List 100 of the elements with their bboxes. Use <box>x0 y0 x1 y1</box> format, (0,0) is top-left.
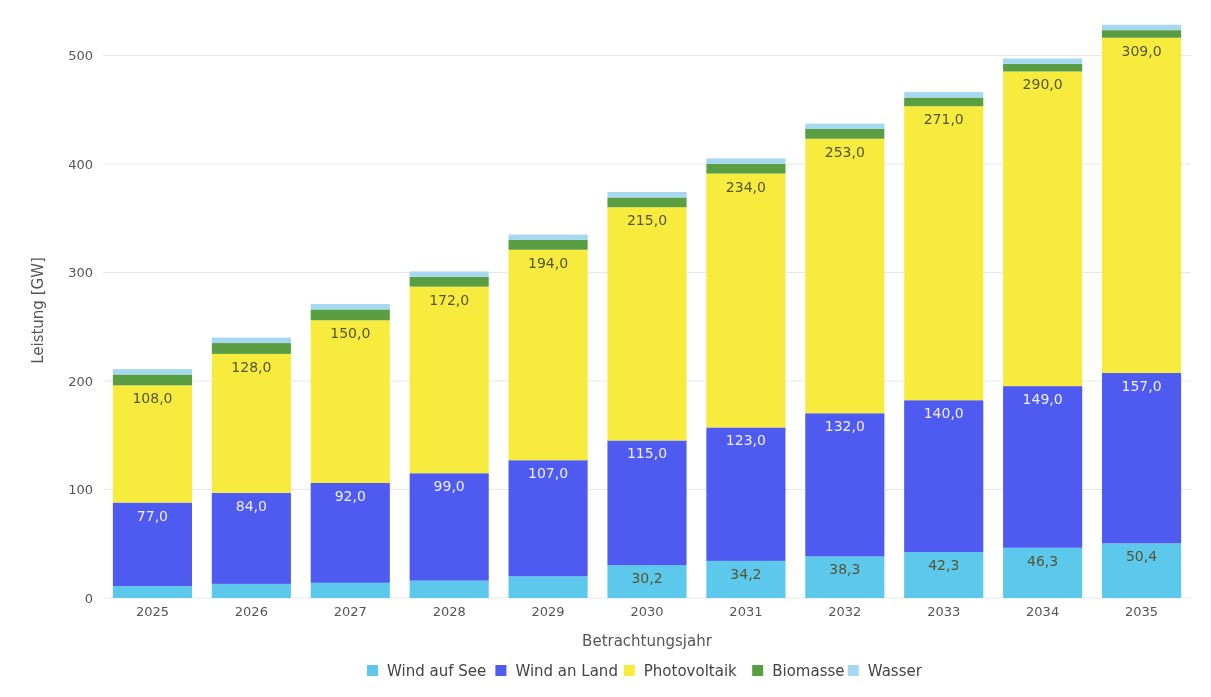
bar <box>1101 37 1182 373</box>
bar <box>805 129 885 139</box>
x-tick-label: 2031 <box>729 604 763 619</box>
data-label: 115,0 <box>626 445 668 462</box>
y-tick-label: 400 <box>68 156 93 172</box>
data-label: 309,0 <box>1121 42 1162 59</box>
data-label: 290,0 <box>1022 76 1063 93</box>
x-tick-label: 2027 <box>333 604 367 619</box>
bar <box>904 97 984 107</box>
x-tick-label: 2034 <box>1026 604 1060 619</box>
data-label: 34,2 <box>730 565 762 582</box>
data-label: 107,0 <box>528 465 569 482</box>
bar <box>310 320 390 483</box>
bar <box>1003 71 1083 387</box>
y-tick-label: 500 <box>68 48 93 64</box>
bar <box>409 286 489 474</box>
data-label: 215,0 <box>626 212 668 229</box>
x-tick-label: 2033 <box>927 604 961 619</box>
bar <box>607 197 687 208</box>
y-tick-label: 300 <box>68 265 93 281</box>
bar <box>607 440 687 566</box>
bar <box>607 565 687 598</box>
bar <box>1003 58 1083 64</box>
data-label: 30,2 <box>631 570 663 587</box>
data-label: 149,0 <box>1022 391 1063 408</box>
data-label: 99,0 <box>433 478 465 495</box>
y-axis-title: Leistung [GW] <box>29 257 47 364</box>
x-tick-label: 2025 <box>135 604 169 619</box>
data-label: 38,3 <box>829 561 861 578</box>
data-label: 42,3 <box>928 557 960 574</box>
bar <box>112 374 193 386</box>
bar <box>1101 30 1182 38</box>
data-label: 77,0 <box>136 507 169 524</box>
data-label: 271,0 <box>923 111 964 128</box>
data-label: 132,0 <box>824 418 865 435</box>
bar <box>310 309 390 321</box>
x-tick-label: 2028 <box>432 604 466 619</box>
bar <box>1101 24 1182 31</box>
bar <box>904 400 984 553</box>
bar <box>706 427 786 561</box>
bar <box>211 343 291 354</box>
bar <box>112 369 193 375</box>
data-label: 108,0 <box>132 390 173 407</box>
data-label: 123,0 <box>725 432 766 449</box>
data-label: 128,0 <box>231 358 272 375</box>
data-label: 234,0 <box>725 178 766 195</box>
bar <box>409 580 489 598</box>
y-tick-label: 200 <box>68 373 93 389</box>
legend-label: Wind auf See <box>387 662 487 680</box>
bar <box>706 173 786 428</box>
data-label: 253,0 <box>824 143 865 160</box>
data-label: 140,0 <box>923 405 964 422</box>
x-axis-title: Betrachtungsjahr <box>582 632 713 650</box>
bar <box>1003 386 1083 548</box>
legend-label: Wind an Land <box>515 662 618 680</box>
bar <box>607 207 687 441</box>
bar <box>904 552 984 598</box>
bar <box>211 353 291 493</box>
y-tick-label: 100 <box>68 482 93 498</box>
bar <box>904 92 984 98</box>
bar <box>1101 543 1182 598</box>
data-label: 50,4 <box>1125 548 1158 565</box>
bar <box>409 473 489 581</box>
legend-label: Wasser <box>867 662 923 680</box>
bar <box>706 163 786 174</box>
bar <box>508 460 588 577</box>
bar <box>1101 372 1182 544</box>
x-tick-label: 2026 <box>234 604 268 619</box>
y-tick-label: 0 <box>84 590 93 606</box>
bar <box>112 502 193 587</box>
data-label: 194,0 <box>528 254 569 271</box>
bar <box>508 234 588 240</box>
bar <box>805 123 885 129</box>
data-label: 46,3 <box>1027 552 1059 569</box>
bar <box>508 249 588 461</box>
x-tick-label: 2035 <box>1125 604 1159 619</box>
bar <box>805 556 885 598</box>
bar <box>508 576 588 598</box>
bar <box>706 158 786 164</box>
x-tick-label: 2029 <box>531 604 565 619</box>
data-label: 172,0 <box>429 291 470 308</box>
bar <box>211 492 291 584</box>
x-tick-label: 2030 <box>630 604 664 619</box>
bar <box>805 413 885 557</box>
bar <box>310 483 390 583</box>
bar <box>310 303 390 310</box>
bar <box>409 276 489 287</box>
bar <box>706 560 786 598</box>
bar <box>607 192 687 198</box>
bar <box>112 586 193 598</box>
data-label: 92,0 <box>334 488 366 504</box>
x-tick-label: 2032 <box>828 604 862 619</box>
bar <box>310 582 390 598</box>
data-label: 150,0 <box>330 325 371 342</box>
bar <box>904 106 984 401</box>
bar <box>211 583 291 598</box>
data-label: 157,0 <box>1121 377 1162 394</box>
bar <box>112 385 193 503</box>
bar <box>805 138 885 414</box>
bar <box>1003 63 1083 72</box>
